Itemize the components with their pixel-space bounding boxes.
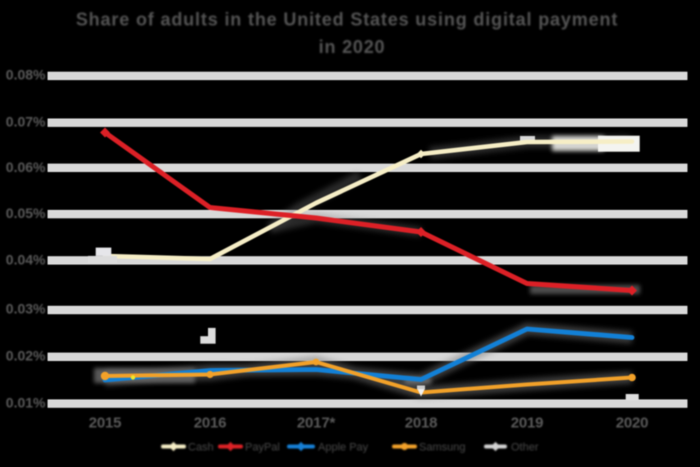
svg-text:2018: 2018 <box>405 415 438 432</box>
svg-text:in 2020: in 2020 <box>319 37 386 57</box>
svg-text:2016: 2016 <box>194 415 227 432</box>
svg-text:2015: 2015 <box>89 415 122 432</box>
svg-text:0.01%: 0.01% <box>6 394 46 410</box>
svg-text:2019: 2019 <box>511 415 544 432</box>
svg-text:0.05%: 0.05% <box>6 205 46 221</box>
svg-text:2017*: 2017* <box>297 415 336 432</box>
svg-text:0.04%: 0.04% <box>6 251 46 267</box>
svg-text:0.08%: 0.08% <box>6 67 46 83</box>
svg-text:Other: Other <box>511 442 539 454</box>
svg-text:Apple Pay: Apple Pay <box>318 442 369 454</box>
svg-text:2020: 2020 <box>616 415 649 432</box>
svg-text:0.03%: 0.03% <box>6 301 46 317</box>
svg-text:0.07%: 0.07% <box>6 113 46 129</box>
svg-text:PayPal: PayPal <box>245 442 280 454</box>
svg-text:0.02%: 0.02% <box>6 348 46 364</box>
svg-text:Cash: Cash <box>188 442 214 454</box>
svg-text:Share of adults in the United: Share of adults in the United States usi… <box>76 10 618 30</box>
svg-text:0.06%: 0.06% <box>6 159 46 175</box>
svg-text:Samsung: Samsung <box>419 442 465 454</box>
